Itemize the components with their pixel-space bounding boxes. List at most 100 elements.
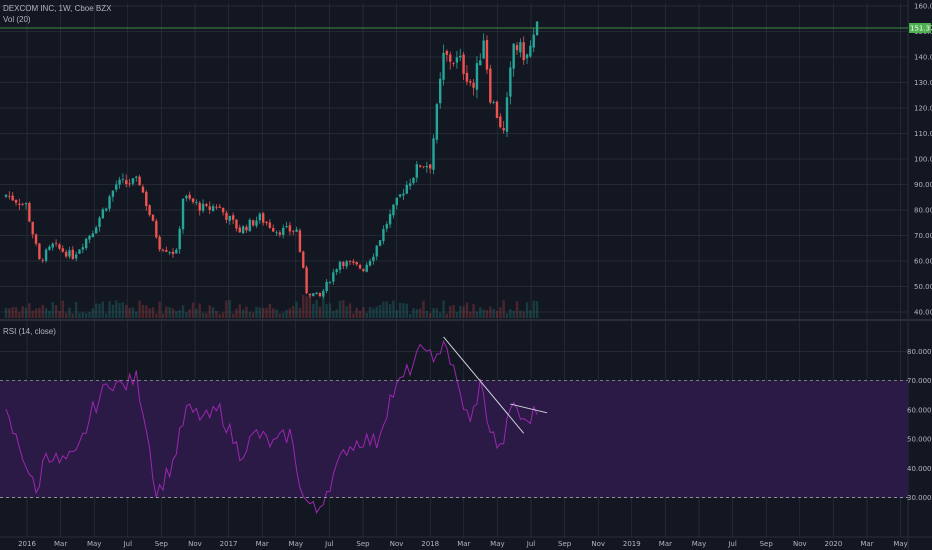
candle[interactable] [449,51,452,70]
candle[interactable] [81,243,85,254]
candle[interactable] [422,166,425,169]
candle[interactable] [412,177,415,185]
candle[interactable] [84,237,88,251]
candle[interactable] [285,221,288,229]
candle[interactable] [118,176,121,189]
candle[interactable] [512,42,515,77]
candle[interactable] [151,214,155,222]
candle[interactable] [115,180,118,193]
candle[interactable] [91,230,95,238]
candle[interactable] [228,215,231,225]
candle[interactable] [372,253,375,265]
candle[interactable] [248,218,252,232]
candle[interactable] [24,202,28,210]
candle[interactable] [345,259,348,270]
candle[interactable] [195,199,198,206]
candle[interactable] [105,207,108,212]
candle[interactable] [388,209,392,228]
candle[interactable] [201,199,205,214]
candle[interactable] [128,178,131,188]
candle[interactable] [348,260,352,265]
candle[interactable] [218,203,221,209]
candle[interactable] [21,202,24,206]
candle[interactable] [205,202,208,208]
candle[interactable] [318,292,322,298]
candle[interactable] [405,180,408,195]
candle[interactable] [312,293,315,297]
candle[interactable] [108,194,111,212]
candle[interactable] [305,265,308,295]
candle[interactable] [148,204,151,217]
candle[interactable] [432,134,435,175]
candle[interactable] [298,228,302,253]
candle[interactable] [145,190,148,211]
candle[interactable] [428,163,432,174]
candle[interactable] [171,248,175,258]
candle[interactable] [78,248,81,254]
candle[interactable] [455,50,459,69]
candle[interactable] [241,225,245,234]
rsi-line[interactable] [5,339,538,514]
candle[interactable] [245,224,248,233]
candle[interactable] [452,62,455,67]
candle[interactable] [332,268,335,285]
candle[interactable] [499,113,502,129]
candle[interactable] [408,178,412,190]
candle[interactable] [138,174,141,186]
candle[interactable] [489,64,492,105]
candle[interactable] [131,177,135,186]
candle[interactable] [378,239,382,247]
candle[interactable] [198,200,201,216]
candle[interactable] [141,184,145,194]
candle[interactable] [292,230,295,236]
candle[interactable] [535,21,539,37]
candle[interactable] [238,224,241,233]
candle[interactable] [415,161,419,183]
candle[interactable] [338,260,342,274]
candle[interactable] [459,48,462,62]
candle[interactable] [188,191,191,201]
candle[interactable] [135,175,138,182]
candle[interactable] [462,51,465,81]
candle[interactable] [425,161,429,173]
candle[interactable] [4,194,8,199]
candle[interactable] [88,234,91,244]
candle[interactable] [111,190,115,202]
rsi-panel[interactable] [0,336,908,514]
candle[interactable] [34,233,38,247]
candle[interactable] [515,42,519,55]
candle[interactable] [398,193,402,198]
candle[interactable] [532,27,535,53]
candle[interactable] [161,248,165,253]
candle[interactable] [525,53,529,64]
candle[interactable] [485,35,489,74]
candle[interactable] [342,260,345,270]
candle[interactable] [418,164,422,168]
candle[interactable] [98,216,101,232]
candle[interactable] [395,197,398,210]
candle[interactable] [211,203,215,212]
candle[interactable] [215,204,218,210]
candle[interactable] [251,219,255,227]
candle[interactable] [14,199,18,206]
candle[interactable] [442,44,445,86]
candle[interactable] [385,221,388,233]
candle[interactable] [529,40,532,58]
candle[interactable] [435,102,439,144]
candle[interactable] [465,64,469,86]
candle[interactable] [74,251,78,262]
candle[interactable] [61,245,64,253]
candle[interactable] [288,222,292,236]
candle[interactable] [221,207,225,216]
candle[interactable] [28,201,31,223]
candle[interactable] [175,248,178,254]
rsi-trendline[interactable] [443,336,525,434]
candle[interactable] [328,281,332,285]
candle[interactable] [58,243,61,251]
candle[interactable] [308,293,312,298]
candle[interactable] [278,230,282,238]
candle[interactable] [191,197,195,205]
candle[interactable] [302,250,305,269]
candle[interactable] [475,56,479,99]
